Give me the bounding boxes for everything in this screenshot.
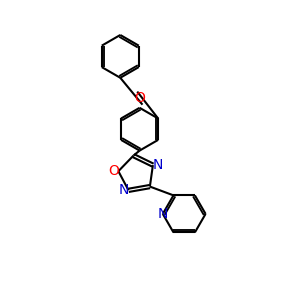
Text: N: N xyxy=(119,183,129,197)
Text: N: N xyxy=(152,158,163,172)
Text: O: O xyxy=(134,91,145,105)
Text: N: N xyxy=(158,207,168,221)
Text: O: O xyxy=(109,164,119,178)
